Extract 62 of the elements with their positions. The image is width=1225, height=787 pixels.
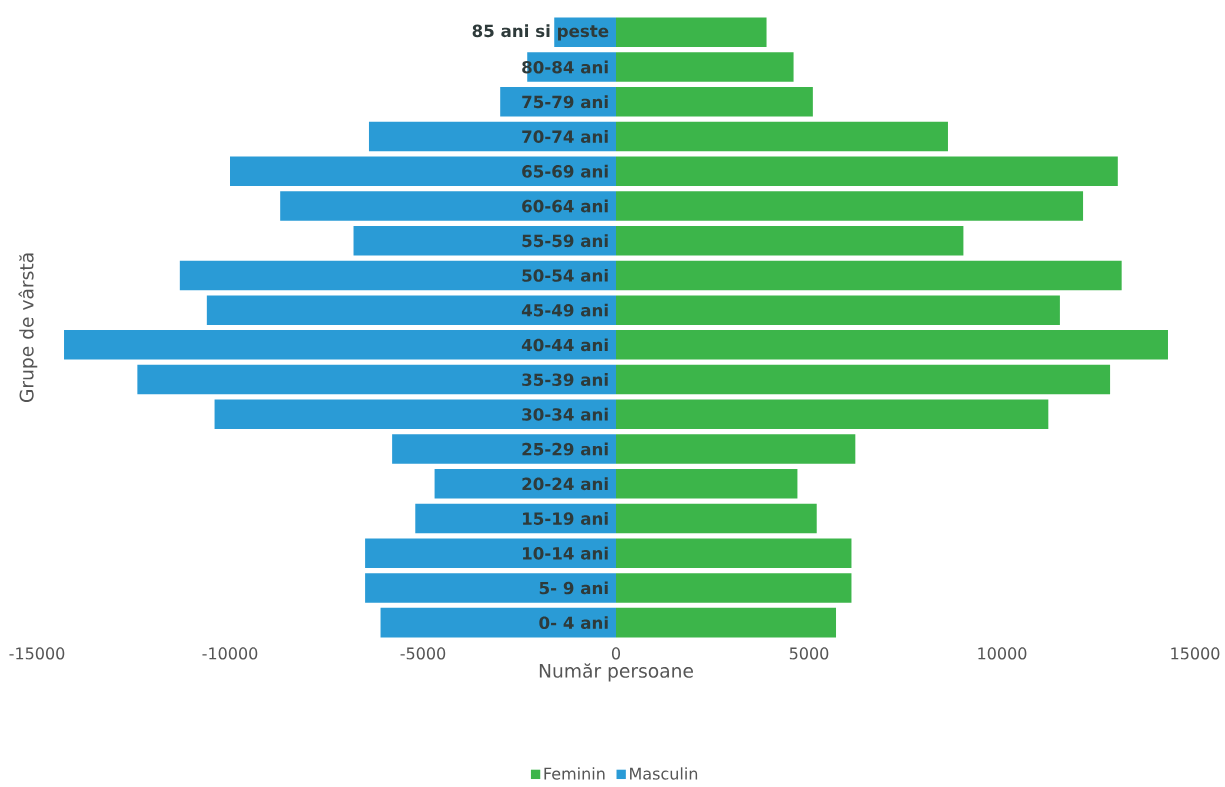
bar	[392, 434, 616, 464]
bar	[616, 399, 1049, 430]
y-tick-label: 30-34 ani	[522, 407, 608, 421]
bar	[616, 52, 794, 82]
x-tick-label: -10000	[202, 647, 258, 660]
bar	[415, 503, 616, 534]
x-tick-label: 15000	[1171, 647, 1220, 660]
bar	[616, 468, 798, 499]
bar	[616, 573, 852, 603]
y-tick-label: 20-24 ani	[522, 477, 608, 491]
y-tick-label: 65-69 ani	[522, 164, 608, 178]
bar	[616, 87, 813, 117]
bar	[230, 156, 616, 186]
x-tick-label: -5000	[400, 647, 446, 660]
y-axis-title: Grupe de vârstă	[18, 253, 38, 403]
y-tick-label: 5- 9 ani	[539, 581, 608, 595]
bar	[616, 295, 1060, 325]
legend-label: Feminin	[544, 767, 605, 780]
bar	[368, 121, 616, 152]
bar	[616, 121, 948, 152]
x-tick-label: -15000	[9, 647, 65, 660]
y-tick-label: 70-74 ani	[522, 130, 608, 143]
bar	[280, 191, 616, 221]
bar	[365, 538, 616, 568]
bar	[616, 260, 1122, 291]
y-tick-label: 50-54 ani	[522, 268, 608, 282]
bar	[616, 191, 1084, 221]
y-tick-label: 55-59 ani	[522, 234, 608, 248]
bar	[137, 364, 616, 395]
bar	[616, 538, 852, 568]
y-tick-label: 35-39 ani	[522, 373, 608, 387]
x-axis-title: Număr persoane	[539, 663, 693, 682]
y-tick-label: 75-79 ani	[522, 95, 608, 109]
x-tick-label: 5000	[789, 647, 829, 660]
y-tick-label: 85 ani si peste	[472, 24, 609, 41]
bar	[616, 434, 856, 464]
y-tick-label: 40-44 ani	[521, 338, 608, 352]
x-tick-label: 0	[611, 647, 621, 660]
x-tick-label: 10000	[978, 647, 1027, 660]
y-tick-label: 60-64 ani	[522, 199, 608, 213]
y-tick-label: 25-29 ani	[522, 442, 608, 456]
bar	[214, 399, 616, 430]
bar	[616, 330, 1168, 360]
bar	[64, 330, 616, 360]
y-tick-label: 45-49 ani	[521, 303, 608, 317]
bar	[353, 225, 616, 256]
bar	[616, 503, 817, 534]
y-tick-label: 15-19 ani	[523, 512, 608, 525]
bar	[616, 17, 767, 48]
bar	[365, 573, 616, 603]
bar	[380, 607, 616, 638]
bar	[434, 468, 616, 499]
y-tick-label: 0- 4 ani	[539, 616, 608, 630]
bar	[616, 364, 1111, 395]
bar	[500, 87, 616, 117]
bar	[616, 156, 1118, 186]
bar	[616, 607, 837, 638]
bar	[179, 260, 616, 291]
bar	[206, 295, 616, 325]
y-tick-label: 10-14 ani	[523, 546, 608, 560]
legend-label: Masculin	[630, 767, 698, 780]
bar	[616, 225, 964, 256]
